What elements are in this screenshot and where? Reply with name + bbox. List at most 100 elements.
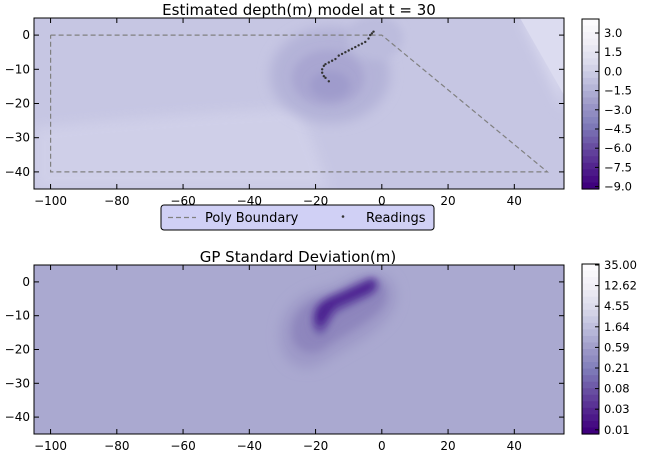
chart-1-colorbar-band xyxy=(582,97,599,105)
chart-2-y-tick-label: −30 xyxy=(5,376,30,390)
reading-point xyxy=(354,45,357,49)
reading-point xyxy=(357,44,360,47)
legend: Poly Boundary Readings xyxy=(160,204,435,231)
chart-1-colorbar-band xyxy=(582,32,599,40)
chart-1-depth-field xyxy=(34,18,564,189)
chart-2-x-axis: −100 −80 −60 −40 −20 0 20 40 xyxy=(34,265,522,453)
chart-2-colorbar-label: 0.08 xyxy=(604,382,630,396)
chart-1-y-axis: 0 −10 −20 −30 −40 xyxy=(5,28,564,179)
readings-points xyxy=(320,30,375,83)
chart-2-x-tick-label: 0 xyxy=(378,439,386,453)
reading-point xyxy=(320,68,324,71)
chart-2-colorbar-frame xyxy=(581,263,600,435)
reading-point xyxy=(327,80,331,83)
chart-1-colorbar xyxy=(582,19,599,190)
chart-2-x-tick-label: 20 xyxy=(440,439,455,453)
chart-2-colorbar-band xyxy=(582,401,599,409)
chart-1-colorbar-label: −3.0 xyxy=(604,103,632,117)
chart-1-x-tick-label: 20 xyxy=(440,194,455,208)
chart-2-colorbar-band xyxy=(582,368,599,376)
chart-2-x-tick-label: 40 xyxy=(507,439,522,453)
chart-1-colorbar-label: 3.0 xyxy=(604,26,622,40)
chart-1-colorbar-label: −9.0 xyxy=(604,180,632,194)
chart-1-x-tick-label: 40 xyxy=(507,194,522,208)
chart-2-colorbar-label: 1.64 xyxy=(604,320,630,334)
reading-point xyxy=(330,59,334,62)
chart-2-y-tick-label: −40 xyxy=(5,410,30,424)
chart-2-colorbar-band xyxy=(582,381,599,389)
chart-2-colorbar-label: 12.62 xyxy=(604,279,637,293)
chart-1-colorbar-band xyxy=(582,104,599,112)
chart-2-colorbar-band xyxy=(582,342,599,350)
chart-2-x-tick-label: −40 xyxy=(237,439,262,453)
reading-point xyxy=(372,30,375,33)
chart-1-colorbar-band xyxy=(582,149,599,157)
chart-2-x-tick-label: −80 xyxy=(104,439,129,453)
reading-point xyxy=(327,61,331,64)
chart-2-colorbar-band xyxy=(582,329,599,337)
chart-1-y-tick-label: 0 xyxy=(22,28,30,42)
reading-point xyxy=(350,47,354,50)
chart-2-title: GP Standard Deviation(m) xyxy=(200,248,397,266)
legend-boundary-label: Poly Boundary xyxy=(205,211,299,226)
chart-2-y-tick-label: −20 xyxy=(5,343,30,357)
chart-2-colorbar-label: 0.01 xyxy=(604,423,630,437)
chart-2-colorbar-band xyxy=(582,296,599,304)
chart-2-y-axis: 0 −10 −20 −30 −40 xyxy=(5,275,564,424)
chart-1-colorbar-band xyxy=(582,123,599,131)
reading-point xyxy=(320,71,324,74)
chart-2-colorbar-band xyxy=(582,270,599,278)
reading-point xyxy=(322,64,326,68)
reading-point xyxy=(334,57,337,61)
chart-1-colorbar-band xyxy=(582,51,599,59)
chart-2-colorbar-band xyxy=(582,420,599,429)
reading-point xyxy=(360,42,364,45)
chart-1-colorbar-label: −7.5 xyxy=(604,160,632,174)
chart-2-colorbar-band xyxy=(582,349,599,357)
chart-2-x-tick-label: −60 xyxy=(170,439,195,453)
chart-2-colorbar-band xyxy=(582,283,599,291)
chart-1-colorbar-band xyxy=(582,38,599,46)
chart-1-y-tick-label: −20 xyxy=(5,97,30,111)
chart-1-colorbar-band xyxy=(582,110,599,118)
chart-2-colorbar-label: 0.03 xyxy=(604,402,630,416)
chart-2-std-field xyxy=(34,265,564,434)
chart-2-colorbar-band xyxy=(582,394,599,402)
chart-2-colorbar-band xyxy=(582,322,599,330)
reading-point xyxy=(347,49,350,52)
chart-2-colorbar-band xyxy=(582,277,599,285)
chart-2-colorbar-label: 4.55 xyxy=(604,299,630,313)
reading-point xyxy=(322,74,326,78)
chart-1-colorbar-band xyxy=(582,136,599,144)
chart-1-x-tick-label: 0 xyxy=(378,194,386,208)
chart-1-colorbar-band xyxy=(582,58,599,66)
chart-1-colorbar-band xyxy=(582,169,599,177)
chart-2-colorbar-band xyxy=(582,427,599,435)
chart-1-x-tick-label: −80 xyxy=(104,194,129,208)
chart-2-colorbar-band xyxy=(582,414,599,422)
chart-2-x-tick-label: −20 xyxy=(303,439,328,453)
chart-2-colorbar-label: 35.00 xyxy=(604,258,637,272)
reading-point xyxy=(324,76,327,80)
chart-1-colorbar-band xyxy=(582,143,599,151)
chart-2-colorbar-band xyxy=(582,290,599,298)
reading-point xyxy=(364,40,367,44)
chart-1-colorbar-label: 1.5 xyxy=(604,45,622,59)
chart-2-colorbar-band xyxy=(582,264,599,272)
chart-2-colorbar-label: 0.21 xyxy=(604,361,630,375)
chart-2-colorbar-band xyxy=(582,303,599,311)
chart-2-colorbar-band xyxy=(582,407,599,415)
chart-1-colorbar-band xyxy=(582,117,599,125)
chart-2-colorbar-band xyxy=(582,335,599,344)
chart-1-colorbar-band xyxy=(582,19,599,27)
chart-2-x-tick-label: −100 xyxy=(34,439,67,453)
chart-2-colorbar-band xyxy=(582,355,599,363)
chart-1-title: Estimated depth(m) model at t = 30 xyxy=(162,1,436,19)
legend-readings-swatch xyxy=(341,215,345,218)
chart-1-colorbar-band xyxy=(582,130,599,138)
chart-2-colorbar-band xyxy=(582,362,599,370)
chart-2-colorbar-band xyxy=(582,316,599,324)
chart-1-colorbar-band xyxy=(582,45,599,53)
reading-point xyxy=(369,33,372,37)
chart-1-colorbar-band xyxy=(582,64,599,72)
